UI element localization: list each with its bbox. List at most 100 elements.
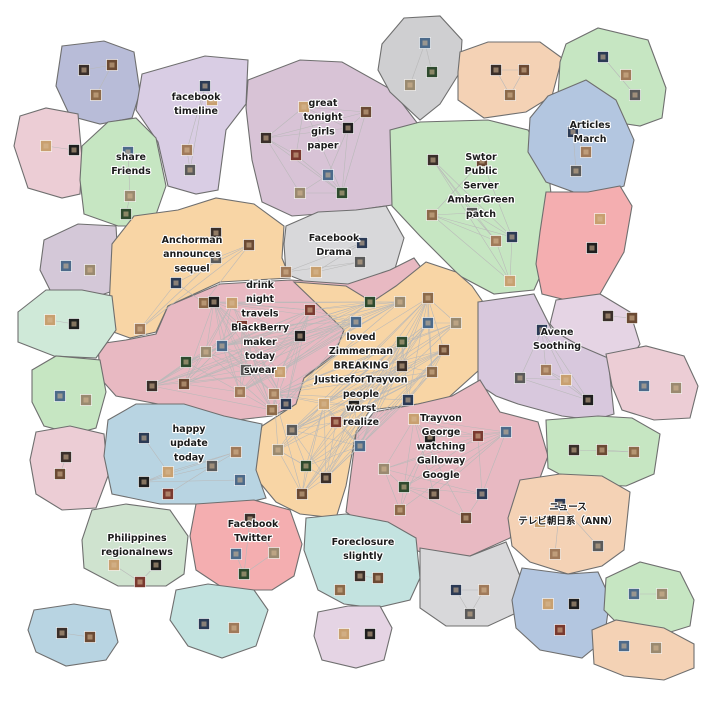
thumbnail-image[interactable] xyxy=(206,94,218,106)
thumbnail-image[interactable] xyxy=(422,292,434,304)
thumbnail-image[interactable] xyxy=(518,64,530,76)
thumbnail-image[interactable] xyxy=(178,378,190,390)
thumbnail-image[interactable] xyxy=(404,79,416,91)
thumbnail-image[interactable] xyxy=(56,627,68,639)
thumbnail-image[interactable] xyxy=(78,64,90,76)
thumbnail-image[interactable] xyxy=(122,146,134,158)
thumbnail-image[interactable] xyxy=(460,512,472,524)
thumbnail-image[interactable] xyxy=(426,366,438,378)
thumbnail-image[interactable] xyxy=(422,317,434,329)
thumbnail-image[interactable] xyxy=(426,209,438,221)
thumbnail-image[interactable] xyxy=(234,386,246,398)
thumbnail-image[interactable] xyxy=(650,642,662,654)
thumbnail-image[interactable] xyxy=(560,374,572,386)
thumbnail-image[interactable] xyxy=(300,460,312,472)
thumbnail-image[interactable] xyxy=(198,297,210,309)
thumbnail-image[interactable] xyxy=(490,64,502,76)
thumbnail-image[interactable] xyxy=(106,59,118,71)
thumbnail-image[interactable] xyxy=(450,317,462,329)
thumbnail-image[interactable] xyxy=(54,468,66,480)
thumbnail-image[interactable] xyxy=(356,237,368,249)
thumbnail-image[interactable] xyxy=(238,568,250,580)
thumbnail-image[interactable] xyxy=(318,398,330,410)
thumbnail-image[interactable] xyxy=(268,388,280,400)
thumbnail-image[interactable] xyxy=(198,618,210,630)
thumbnail-image[interactable] xyxy=(342,122,354,134)
thumbnail-image[interactable] xyxy=(272,444,284,456)
thumbnail-image[interactable] xyxy=(620,69,632,81)
thumbnail-image[interactable] xyxy=(396,336,408,348)
thumbnail-image[interactable] xyxy=(466,207,478,219)
thumbnail-image[interactable] xyxy=(310,266,322,278)
thumbnail-image[interactable] xyxy=(322,169,334,181)
thumbnail-image[interactable] xyxy=(378,463,390,475)
thumbnail-image[interactable] xyxy=(596,444,608,456)
thumbnail-image[interactable] xyxy=(290,149,302,161)
thumbnail-image[interactable] xyxy=(618,640,630,652)
thumbnail-image[interactable] xyxy=(570,165,582,177)
thumbnail-image[interactable] xyxy=(424,431,436,443)
thumbnail-image[interactable] xyxy=(338,628,350,640)
thumbnail-image[interactable] xyxy=(580,146,592,158)
thumbnail-image[interactable] xyxy=(490,235,502,247)
thumbnail-image[interactable] xyxy=(181,144,193,156)
thumbnail-image[interactable] xyxy=(208,296,220,308)
thumbnail-image[interactable] xyxy=(594,213,606,225)
thumbnail-image[interactable] xyxy=(464,608,476,620)
thumbnail-image[interactable] xyxy=(54,390,66,402)
thumbnail-image[interactable] xyxy=(294,330,306,342)
thumbnail-image[interactable] xyxy=(568,444,580,456)
thumbnail-image[interactable] xyxy=(200,346,212,358)
thumbnail-image[interactable] xyxy=(138,476,150,488)
thumbnail-image[interactable] xyxy=(150,559,162,571)
thumbnail-image[interactable] xyxy=(582,394,594,406)
thumbnail-image[interactable] xyxy=(206,460,218,472)
thumbnail-image[interactable] xyxy=(354,440,366,452)
thumbnail-image[interactable] xyxy=(554,624,566,636)
thumbnail-image[interactable] xyxy=(597,51,609,63)
thumbnail-image[interactable] xyxy=(294,187,306,199)
thumbnail-image[interactable] xyxy=(60,260,72,272)
thumbnail-image[interactable] xyxy=(184,164,196,176)
thumbnail-image[interactable] xyxy=(230,548,242,560)
thumbnail-image[interactable] xyxy=(450,584,462,596)
thumbnail-image[interactable] xyxy=(426,66,438,78)
thumbnail-image[interactable] xyxy=(236,320,248,332)
thumbnail-image[interactable] xyxy=(336,187,348,199)
thumbnail-image[interactable] xyxy=(506,231,518,243)
thumbnail-image[interactable] xyxy=(586,242,598,254)
thumbnail-image[interactable] xyxy=(534,516,546,528)
thumbnail-image[interactable] xyxy=(84,264,96,276)
thumbnail-image[interactable] xyxy=(626,312,638,324)
thumbnail-image[interactable] xyxy=(180,356,192,368)
thumbnail-image[interactable] xyxy=(554,498,566,510)
thumbnail-image[interactable] xyxy=(124,190,136,202)
thumbnail-image[interactable] xyxy=(364,628,376,640)
thumbnail-image[interactable] xyxy=(68,318,80,330)
thumbnail-image[interactable] xyxy=(348,400,360,412)
thumbnail-image[interactable] xyxy=(334,584,346,596)
thumbnail-image[interactable] xyxy=(162,488,174,500)
thumbnail-image[interactable] xyxy=(280,266,292,278)
thumbnail-image[interactable] xyxy=(243,239,255,251)
thumbnail-image[interactable] xyxy=(80,394,92,406)
thumbnail-image[interactable] xyxy=(68,144,80,156)
thumbnail-image[interactable] xyxy=(536,324,548,336)
thumbnail-image[interactable] xyxy=(226,297,238,309)
thumbnail-image[interactable] xyxy=(402,394,414,406)
thumbnail-image[interactable] xyxy=(40,140,52,152)
thumbnail-image[interactable] xyxy=(428,488,440,500)
thumbnail-image[interactable] xyxy=(360,106,372,118)
thumbnail-image[interactable] xyxy=(210,227,222,239)
thumbnail-image[interactable] xyxy=(656,588,668,600)
thumbnail-image[interactable] xyxy=(476,488,488,500)
thumbnail-image[interactable] xyxy=(568,598,580,610)
thumbnail-image[interactable] xyxy=(478,584,490,596)
thumbnail-image[interactable] xyxy=(134,323,146,335)
thumbnail-image[interactable] xyxy=(350,316,362,328)
thumbnail-image[interactable] xyxy=(592,540,604,552)
thumbnail-image[interactable] xyxy=(354,570,366,582)
thumbnail-image[interactable] xyxy=(60,451,72,463)
thumbnail-image[interactable] xyxy=(266,404,278,416)
thumbnail-image[interactable] xyxy=(296,488,308,500)
